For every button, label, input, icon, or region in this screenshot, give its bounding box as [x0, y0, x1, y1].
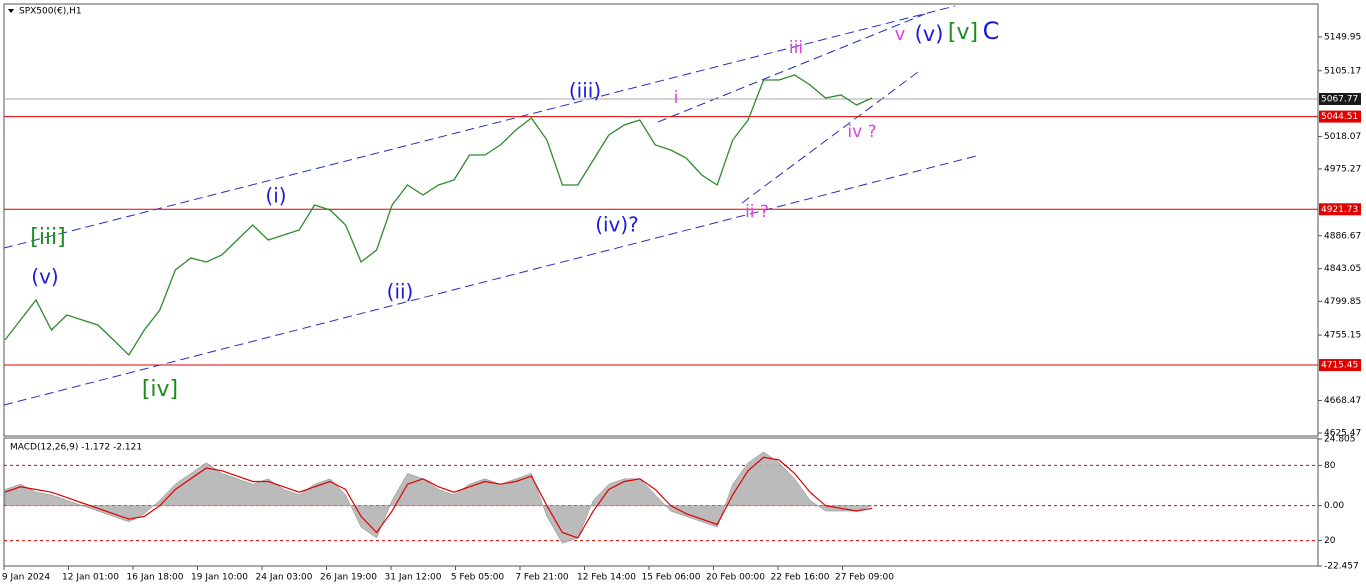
x-tick-label: 15 Feb 06:00: [641, 573, 700, 583]
x-tick-label: 16 Jan 18:00: [127, 573, 184, 583]
wave-label: iii: [789, 38, 803, 58]
x-tick-label: 12 Jan 01:00: [62, 573, 119, 583]
level-label: 4715.45: [1321, 361, 1358, 371]
wave-label: iv ?: [847, 122, 876, 142]
wave-label: (ii): [387, 280, 414, 304]
macd-histogram: [4, 451, 873, 544]
x-tick-label: 5 Feb 05:00: [451, 573, 505, 583]
y-tick-label: 4975.27: [1324, 164, 1361, 174]
y-tick-label: 4625.47: [1324, 429, 1361, 439]
x-tick-label: 19 Jan 10:00: [191, 573, 248, 583]
menu-arrow: [8, 9, 14, 13]
wave-label: [iii]: [30, 225, 66, 250]
level-label: 5044.51: [1321, 112, 1358, 122]
level-label-bg: [1319, 93, 1361, 106]
x-tick-label: 24 Jan 03:00: [256, 573, 313, 583]
level-label: 5067.77: [1321, 95, 1358, 105]
y-tick-label: 5018.07: [1324, 132, 1361, 142]
wave-label: (v): [31, 265, 58, 289]
price-panel: [3, 3, 1319, 437]
y-tick-label: 4886.67: [1324, 231, 1361, 241]
x-tick-label: 27 Feb 09:00: [835, 573, 894, 583]
y-tick-label: 24.805: [1324, 435, 1356, 445]
y-tick-label: -22.457: [1324, 562, 1359, 572]
y-tick-label: 4843.05: [1324, 264, 1361, 274]
price-line: [4, 74, 873, 357]
wave-label: i: [674, 88, 679, 108]
x-tick-label: 7 Feb 21:00: [515, 573, 569, 583]
signal-line: [4, 456, 873, 539]
x-tick-label: 22 Feb 16:00: [770, 573, 829, 583]
x-tick-label: 26 Jan 19:00: [320, 573, 377, 583]
y-tick-label: 20: [1324, 536, 1336, 546]
wave-label: [v]: [948, 20, 978, 45]
wave-label: v: [895, 24, 906, 45]
y-tick-label: 5149.95: [1324, 32, 1361, 42]
level-label-bg: [1319, 110, 1361, 123]
x-tick-label: 12 Feb 14:00: [577, 573, 636, 583]
chart-title: SPX500(€),H1: [19, 7, 82, 17]
wave-label: (iii): [569, 79, 601, 103]
wave-label: C: [983, 17, 1000, 45]
wave-label: ii ?: [745, 202, 769, 222]
wave-label: (v): [915, 22, 944, 46]
wave-label: [iv]: [142, 377, 178, 402]
y-tick-label: 5105.17: [1324, 66, 1361, 76]
macd-panel: [3, 437, 1319, 567]
x-tick-label: 20 Feb 00:00: [706, 573, 765, 583]
wave-label: (iv)?: [595, 213, 639, 237]
level-label-bg: [1319, 203, 1361, 216]
level-label-bg: [1319, 359, 1361, 372]
y-tick-label: 4668.47: [1324, 396, 1361, 406]
x-tick-label: 9 Jan 2024: [2, 573, 50, 583]
y-tick-label: 4799.85: [1324, 297, 1361, 307]
y-tick-label: 4755.15: [1324, 331, 1361, 341]
y-tick-label: 80: [1324, 461, 1336, 471]
macd-title: MACD(12,26,9) -1.172 -2.121: [10, 443, 142, 453]
y-tick-label: 0.00: [1324, 501, 1344, 511]
channel-lines: [3, 5, 981, 406]
level-label: 4921.73: [1321, 205, 1358, 215]
wave-label: (i): [265, 184, 286, 208]
x-tick-label: 31 Jan 12:00: [385, 573, 442, 583]
